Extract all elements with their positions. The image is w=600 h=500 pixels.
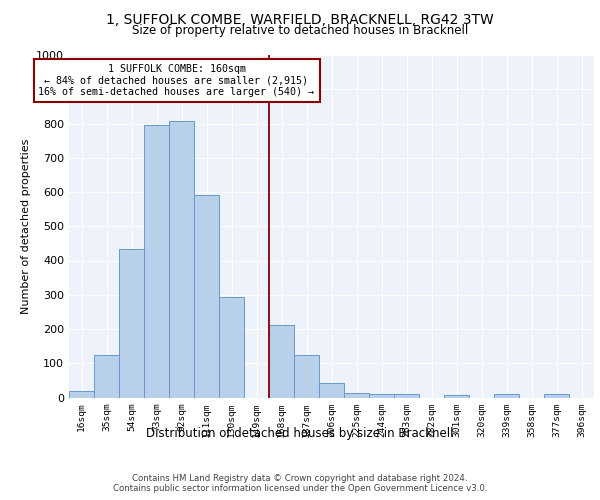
Bar [144, 125, 169, 398]
Bar [344, 392, 369, 398]
Bar [119, 248, 144, 398]
Y-axis label: Number of detached properties: Number of detached properties [20, 138, 31, 314]
Bar [169, 121, 194, 398]
Text: Distribution of detached houses by size in Bracknell: Distribution of detached houses by size … [146, 428, 454, 440]
Text: Size of property relative to detached houses in Bracknell: Size of property relative to detached ho… [132, 24, 468, 37]
Bar [194, 196, 219, 398]
Bar [219, 297, 244, 398]
Text: 1, SUFFOLK COMBE, WARFIELD, BRACKNELL, RG42 3TW: 1, SUFFOLK COMBE, WARFIELD, BRACKNELL, R… [106, 12, 494, 26]
Bar [269, 324, 294, 398]
Bar [294, 354, 319, 398]
Text: Contains HM Land Registry data © Crown copyright and database right 2024.: Contains HM Land Registry data © Crown c… [132, 474, 468, 483]
Bar [544, 394, 569, 398]
Bar [94, 354, 119, 398]
Bar [69, 390, 94, 398]
Bar [369, 394, 394, 398]
Bar [444, 395, 469, 398]
Text: 1 SUFFOLK COMBE: 160sqm
← 84% of detached houses are smaller (2,915)
16% of semi: 1 SUFFOLK COMBE: 160sqm ← 84% of detache… [38, 64, 314, 97]
Bar [319, 383, 344, 398]
Bar [394, 394, 419, 398]
Text: Contains public sector information licensed under the Open Government Licence v3: Contains public sector information licen… [113, 484, 487, 493]
Bar [494, 394, 519, 398]
